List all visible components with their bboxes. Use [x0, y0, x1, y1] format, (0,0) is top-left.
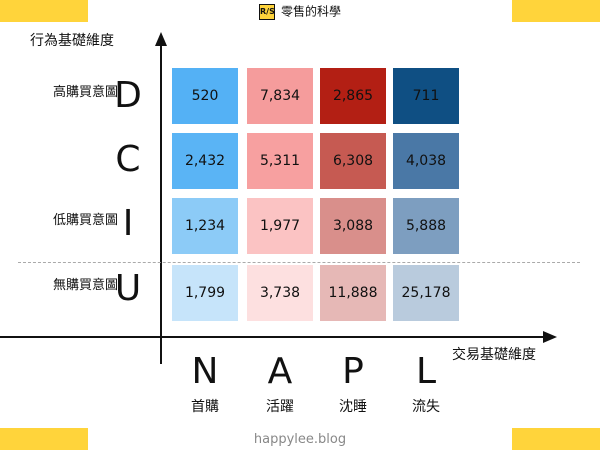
heatmap-cell-c-l: 4,038 — [393, 133, 459, 189]
col-letter-a: A — [267, 351, 293, 392]
heatmap-cell-u-a: 3,738 — [247, 265, 313, 321]
col-letter-l: L — [415, 351, 437, 392]
corner-decoration — [0, 428, 88, 450]
brand-logo: R/S — [258, 3, 275, 20]
heatmap-cell-d-p: 2,865 — [320, 68, 386, 124]
corner-decoration — [0, 0, 88, 22]
x-axis-arrow — [543, 331, 557, 343]
heatmap-cell-d-a: 7,834 — [247, 68, 313, 124]
y-axis-title: 行為基礎維度 — [30, 33, 114, 49]
heatmap-cell-d-l: 711 — [393, 68, 459, 124]
x-axis-title: 交易基礎維度 — [452, 347, 536, 363]
row-letter-i: I — [122, 203, 134, 244]
y-axis-arrow — [155, 32, 167, 46]
dashed-separator — [18, 262, 580, 263]
heatmap-cell-u-p: 11,888 — [320, 265, 386, 321]
col-letter-n: N — [191, 351, 219, 392]
heatmap-cell-c-p: 6,308 — [320, 133, 386, 189]
row-letter-u: U — [114, 268, 142, 309]
y-axis-line — [160, 46, 162, 364]
corner-decoration — [512, 428, 600, 450]
row-label-u: 無購買意圖 — [52, 278, 118, 293]
col-label-n: 首購 — [191, 399, 219, 415]
heatmap-cell-d-n: 520 — [172, 68, 238, 124]
heatmap-cell-i-a: 1,977 — [247, 198, 313, 254]
brand-name: 零售的科學 — [280, 4, 341, 19]
row-letter-c: C — [115, 139, 141, 180]
row-letter-d: D — [114, 75, 142, 116]
heatmap-cell-c-a: 5,311 — [247, 133, 313, 189]
row-label-i: 低購買意圖 — [52, 213, 118, 228]
col-label-p: 沈睡 — [339, 399, 367, 415]
brand-header: R/S 零售的科學 — [0, 3, 600, 20]
x-axis-line — [0, 336, 545, 338]
footer-url: happylee.blog — [253, 432, 347, 447]
corner-decoration — [512, 0, 600, 22]
col-letter-p: P — [342, 351, 364, 392]
heatmap-cell-u-l: 25,178 — [393, 265, 459, 321]
col-label-l: 流失 — [412, 399, 440, 415]
heatmap-cell-i-n: 1,234 — [172, 198, 238, 254]
heatmap-cell-i-l: 5,888 — [393, 198, 459, 254]
col-label-a: 活躍 — [266, 399, 294, 415]
heatmap-cell-i-p: 3,088 — [320, 198, 386, 254]
heatmap-cell-u-n: 1,799 — [172, 265, 238, 321]
row-label-d: 高購買意圖 — [52, 85, 118, 100]
heatmap-cell-c-n: 2,432 — [172, 133, 238, 189]
